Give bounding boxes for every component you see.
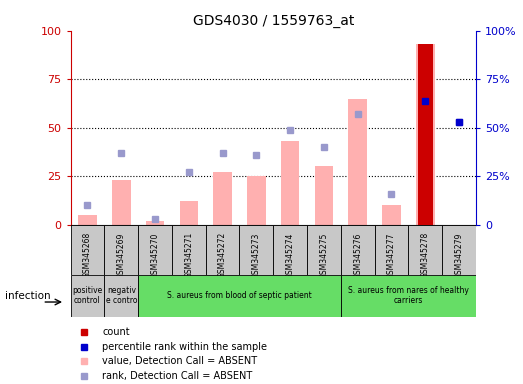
Bar xyxy=(112,180,131,225)
Text: infection: infection xyxy=(5,291,51,301)
Text: count: count xyxy=(102,327,130,337)
Bar xyxy=(206,225,240,275)
Bar xyxy=(315,167,333,225)
Text: GSM345268: GSM345268 xyxy=(83,232,92,278)
Text: S. aureus from blood of septic patient: S. aureus from blood of septic patient xyxy=(167,291,312,300)
Title: GDS4030 / 1559763_at: GDS4030 / 1559763_at xyxy=(192,14,354,28)
Text: value, Detection Call = ABSENT: value, Detection Call = ABSENT xyxy=(102,356,257,366)
Bar xyxy=(408,225,442,275)
Bar xyxy=(348,99,367,225)
Text: GSM345276: GSM345276 xyxy=(353,232,362,278)
Bar xyxy=(105,275,138,317)
Text: GSM345279: GSM345279 xyxy=(454,232,463,278)
Bar xyxy=(418,44,433,225)
Bar xyxy=(146,221,164,225)
Bar xyxy=(172,225,206,275)
Bar xyxy=(71,225,105,275)
Text: GSM345273: GSM345273 xyxy=(252,232,261,278)
Text: GSM345274: GSM345274 xyxy=(286,232,294,278)
Bar xyxy=(416,44,435,225)
Text: GSM345272: GSM345272 xyxy=(218,232,227,278)
Text: GSM345275: GSM345275 xyxy=(320,232,328,278)
Bar xyxy=(382,205,401,225)
Bar xyxy=(247,176,266,225)
Bar xyxy=(240,225,273,275)
Text: positive
control: positive control xyxy=(72,286,103,305)
Bar xyxy=(71,275,105,317)
Text: GSM345269: GSM345269 xyxy=(117,232,126,278)
Bar xyxy=(105,225,138,275)
Text: percentile rank within the sample: percentile rank within the sample xyxy=(102,342,267,352)
Bar xyxy=(281,141,300,225)
Text: negativ
e contro: negativ e contro xyxy=(106,286,137,305)
Text: GSM345270: GSM345270 xyxy=(151,232,160,278)
Bar xyxy=(138,275,341,317)
Text: GSM345277: GSM345277 xyxy=(387,232,396,278)
Bar xyxy=(213,172,232,225)
Text: S. aureus from nares of healthy
carriers: S. aureus from nares of healthy carriers xyxy=(348,286,469,305)
Bar xyxy=(374,225,408,275)
Bar xyxy=(78,215,97,225)
Text: GSM345271: GSM345271 xyxy=(184,232,194,278)
Bar xyxy=(341,275,476,317)
Bar xyxy=(273,225,307,275)
Bar xyxy=(307,225,341,275)
Text: GSM345278: GSM345278 xyxy=(421,232,430,278)
Bar xyxy=(138,225,172,275)
Bar xyxy=(179,201,198,225)
Text: rank, Detection Call = ABSENT: rank, Detection Call = ABSENT xyxy=(102,371,252,381)
Bar xyxy=(341,225,374,275)
Bar xyxy=(442,225,476,275)
